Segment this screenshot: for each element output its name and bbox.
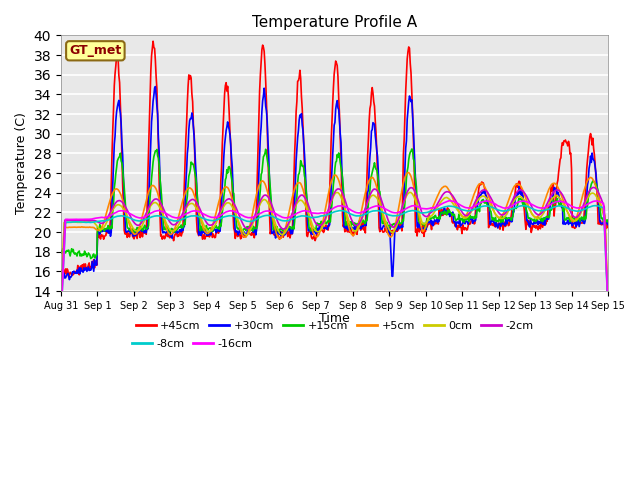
X-axis label: Time: Time bbox=[319, 312, 350, 325]
Y-axis label: Temperature (C): Temperature (C) bbox=[15, 112, 28, 214]
Text: GT_met: GT_met bbox=[69, 44, 122, 57]
Title: Temperature Profile A: Temperature Profile A bbox=[252, 15, 417, 30]
Legend: -8cm, -16cm: -8cm, -16cm bbox=[127, 335, 257, 353]
